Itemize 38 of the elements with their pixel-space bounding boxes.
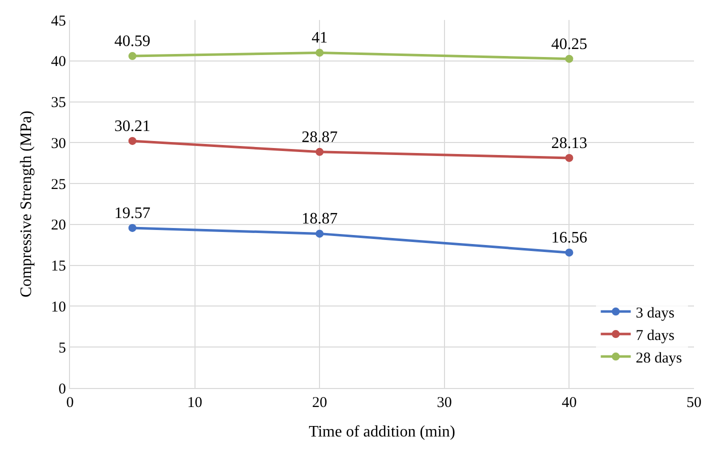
data-label: 40.59 [114, 33, 150, 50]
point [565, 248, 574, 257]
y-tick-label: 25 [51, 176, 66, 193]
y-tick-label: 30 [51, 136, 66, 152]
point [565, 54, 574, 63]
data-label: 19.57 [114, 204, 150, 222]
data-label: 41 [312, 30, 328, 47]
y-axis-title: Compressive Strength (MPa) [18, 110, 35, 298]
x-tick-label: 50 [686, 395, 702, 411]
point [316, 48, 324, 57]
y-tick-label: 15 [51, 258, 66, 275]
point [316, 230, 324, 238]
y-tick-label: 0 [58, 381, 66, 398]
point [316, 148, 324, 156]
y-tick-label: 35 [51, 95, 66, 112]
data-label: 18.87 [302, 210, 338, 228]
y-tick-label: 20 [51, 218, 66, 234]
x-axis-title: Time of addition (min) [308, 424, 456, 441]
data-label: 28.87 [302, 128, 338, 146]
x-tick-label: 30 [436, 395, 452, 411]
y-tick-label: 10 [51, 299, 66, 316]
x-tick-label: 10 [187, 395, 202, 411]
x-tick-label: 20 [312, 395, 328, 411]
point [128, 224, 136, 232]
legend-label: 7 days [636, 328, 675, 344]
point [565, 154, 574, 162]
data-label: 30.21 [114, 118, 150, 135]
data-label: 16.56 [551, 230, 588, 247]
legend-label: 28 days [636, 350, 682, 366]
point [128, 136, 136, 145]
legend-label: 3 days [636, 305, 675, 322]
data-label: 28.13 [551, 134, 588, 152]
y-tick-label: 5 [58, 340, 66, 356]
y-tick-label: 45 [51, 13, 66, 30]
point [128, 52, 136, 60]
y-tick-label: 40 [51, 54, 66, 70]
data-label: 40.25 [551, 36, 588, 53]
x-tick-label: 40 [562, 395, 577, 411]
